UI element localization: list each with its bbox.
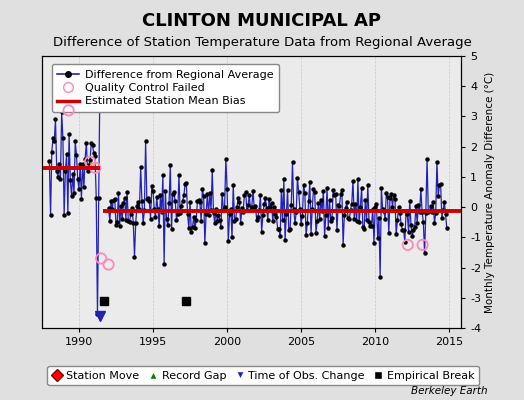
Y-axis label: Monthly Temperature Anomaly Difference (°C): Monthly Temperature Anomaly Difference (… bbox=[485, 71, 495, 313]
Point bbox=[91, 165, 100, 171]
Point bbox=[104, 261, 113, 268]
Text: CLINTON MUNICIPAL AP: CLINTON MUNICIPAL AP bbox=[143, 12, 381, 30]
Point bbox=[403, 242, 412, 248]
Text: Berkeley Earth: Berkeley Earth bbox=[411, 386, 487, 396]
Point bbox=[419, 242, 427, 248]
Point bbox=[86, 158, 94, 165]
Point bbox=[97, 255, 105, 262]
Point bbox=[64, 107, 73, 114]
Text: Difference of Station Temperature Data from Regional Average: Difference of Station Temperature Data f… bbox=[52, 36, 472, 49]
Legend: Station Move, Record Gap, Time of Obs. Change, Empirical Break: Station Move, Record Gap, Time of Obs. C… bbox=[48, 366, 479, 385]
